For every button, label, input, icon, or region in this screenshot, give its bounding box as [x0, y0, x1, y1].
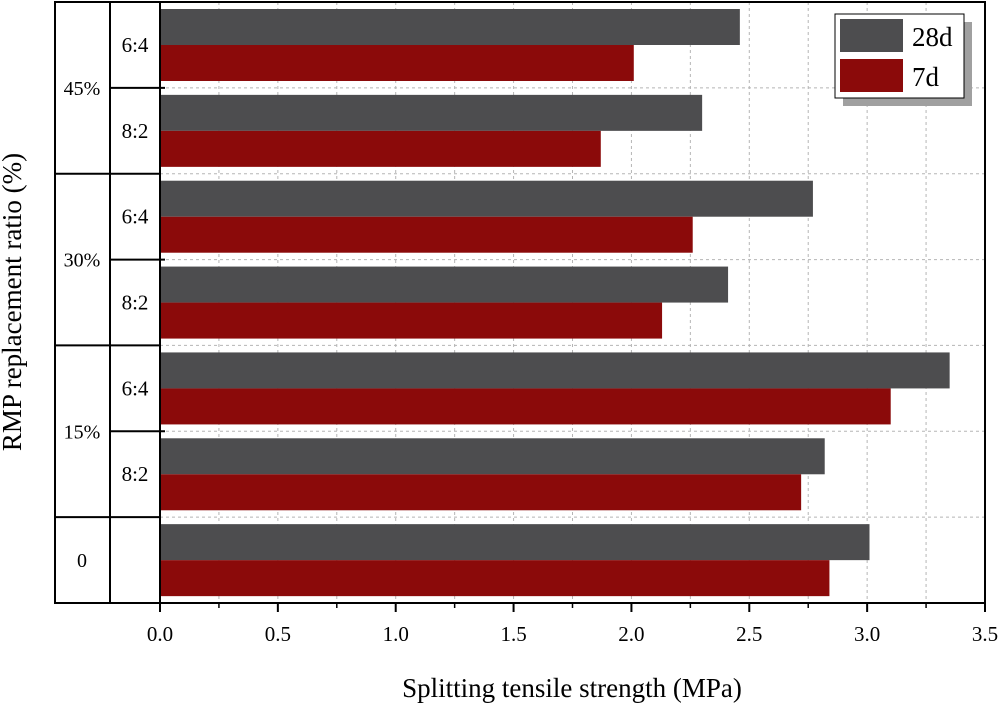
category-label: 6:4 — [122, 376, 149, 400]
bar-7d — [160, 474, 802, 511]
x-tick-label: 1.5 — [500, 622, 526, 646]
bar-7d — [160, 216, 693, 253]
x-tick-label: 3.0 — [854, 622, 880, 646]
legend-label-7d: 7d — [912, 62, 940, 92]
category-label: 8:2 — [122, 291, 149, 315]
x-tick-label: 2.5 — [736, 622, 762, 646]
x-axis: 0.0 0.5 1.0 1.5 2.0 2.5 3.0 3.5 — [147, 603, 998, 646]
category-labels: 6:4 8:2 45% 6:4 8:2 30% 6:4 8:2 15% 0 — [64, 33, 149, 572]
legend-swatch-28d — [840, 19, 903, 52]
bar-28d — [160, 180, 813, 217]
plot-frame — [54, 1, 986, 604]
bar-28d — [160, 9, 740, 45]
bar-28d — [160, 266, 729, 303]
bar-7d — [160, 560, 830, 597]
group-label: 45% — [64, 78, 101, 100]
x-tick-label: 3.5 — [972, 622, 998, 646]
bar-28d — [160, 524, 870, 561]
legend-label-28d: 28d — [912, 22, 953, 52]
group-label: 30% — [64, 250, 101, 272]
plot-border — [54, 1, 986, 604]
x-axis-title: Splitting tensile strength (MPa) — [402, 673, 742, 703]
x-tick-label: 0.5 — [265, 622, 291, 646]
bar-7d — [160, 388, 891, 425]
category-label: 8:2 — [122, 119, 149, 143]
legend-swatch-7d — [840, 59, 903, 92]
y-axis-title: RMP replacement ratio (%) — [0, 153, 27, 451]
bar-28d — [160, 438, 825, 475]
x-tick-label: 1.0 — [383, 622, 409, 646]
x-tick-label: 2.0 — [618, 622, 644, 646]
category-label: 6:4 — [122, 205, 149, 229]
bar-7d — [160, 302, 663, 339]
group-label: 15% — [64, 421, 101, 443]
bar-7d — [160, 130, 601, 167]
bar-7d — [160, 45, 634, 81]
bar-28d — [160, 352, 950, 389]
bars — [160, 9, 950, 597]
x-tick-label: 0.0 — [147, 622, 173, 646]
bar-28d — [160, 94, 703, 131]
group-label: 0 — [77, 550, 87, 572]
category-label: 8:2 — [122, 462, 149, 486]
category-label: 6:4 — [122, 33, 149, 57]
